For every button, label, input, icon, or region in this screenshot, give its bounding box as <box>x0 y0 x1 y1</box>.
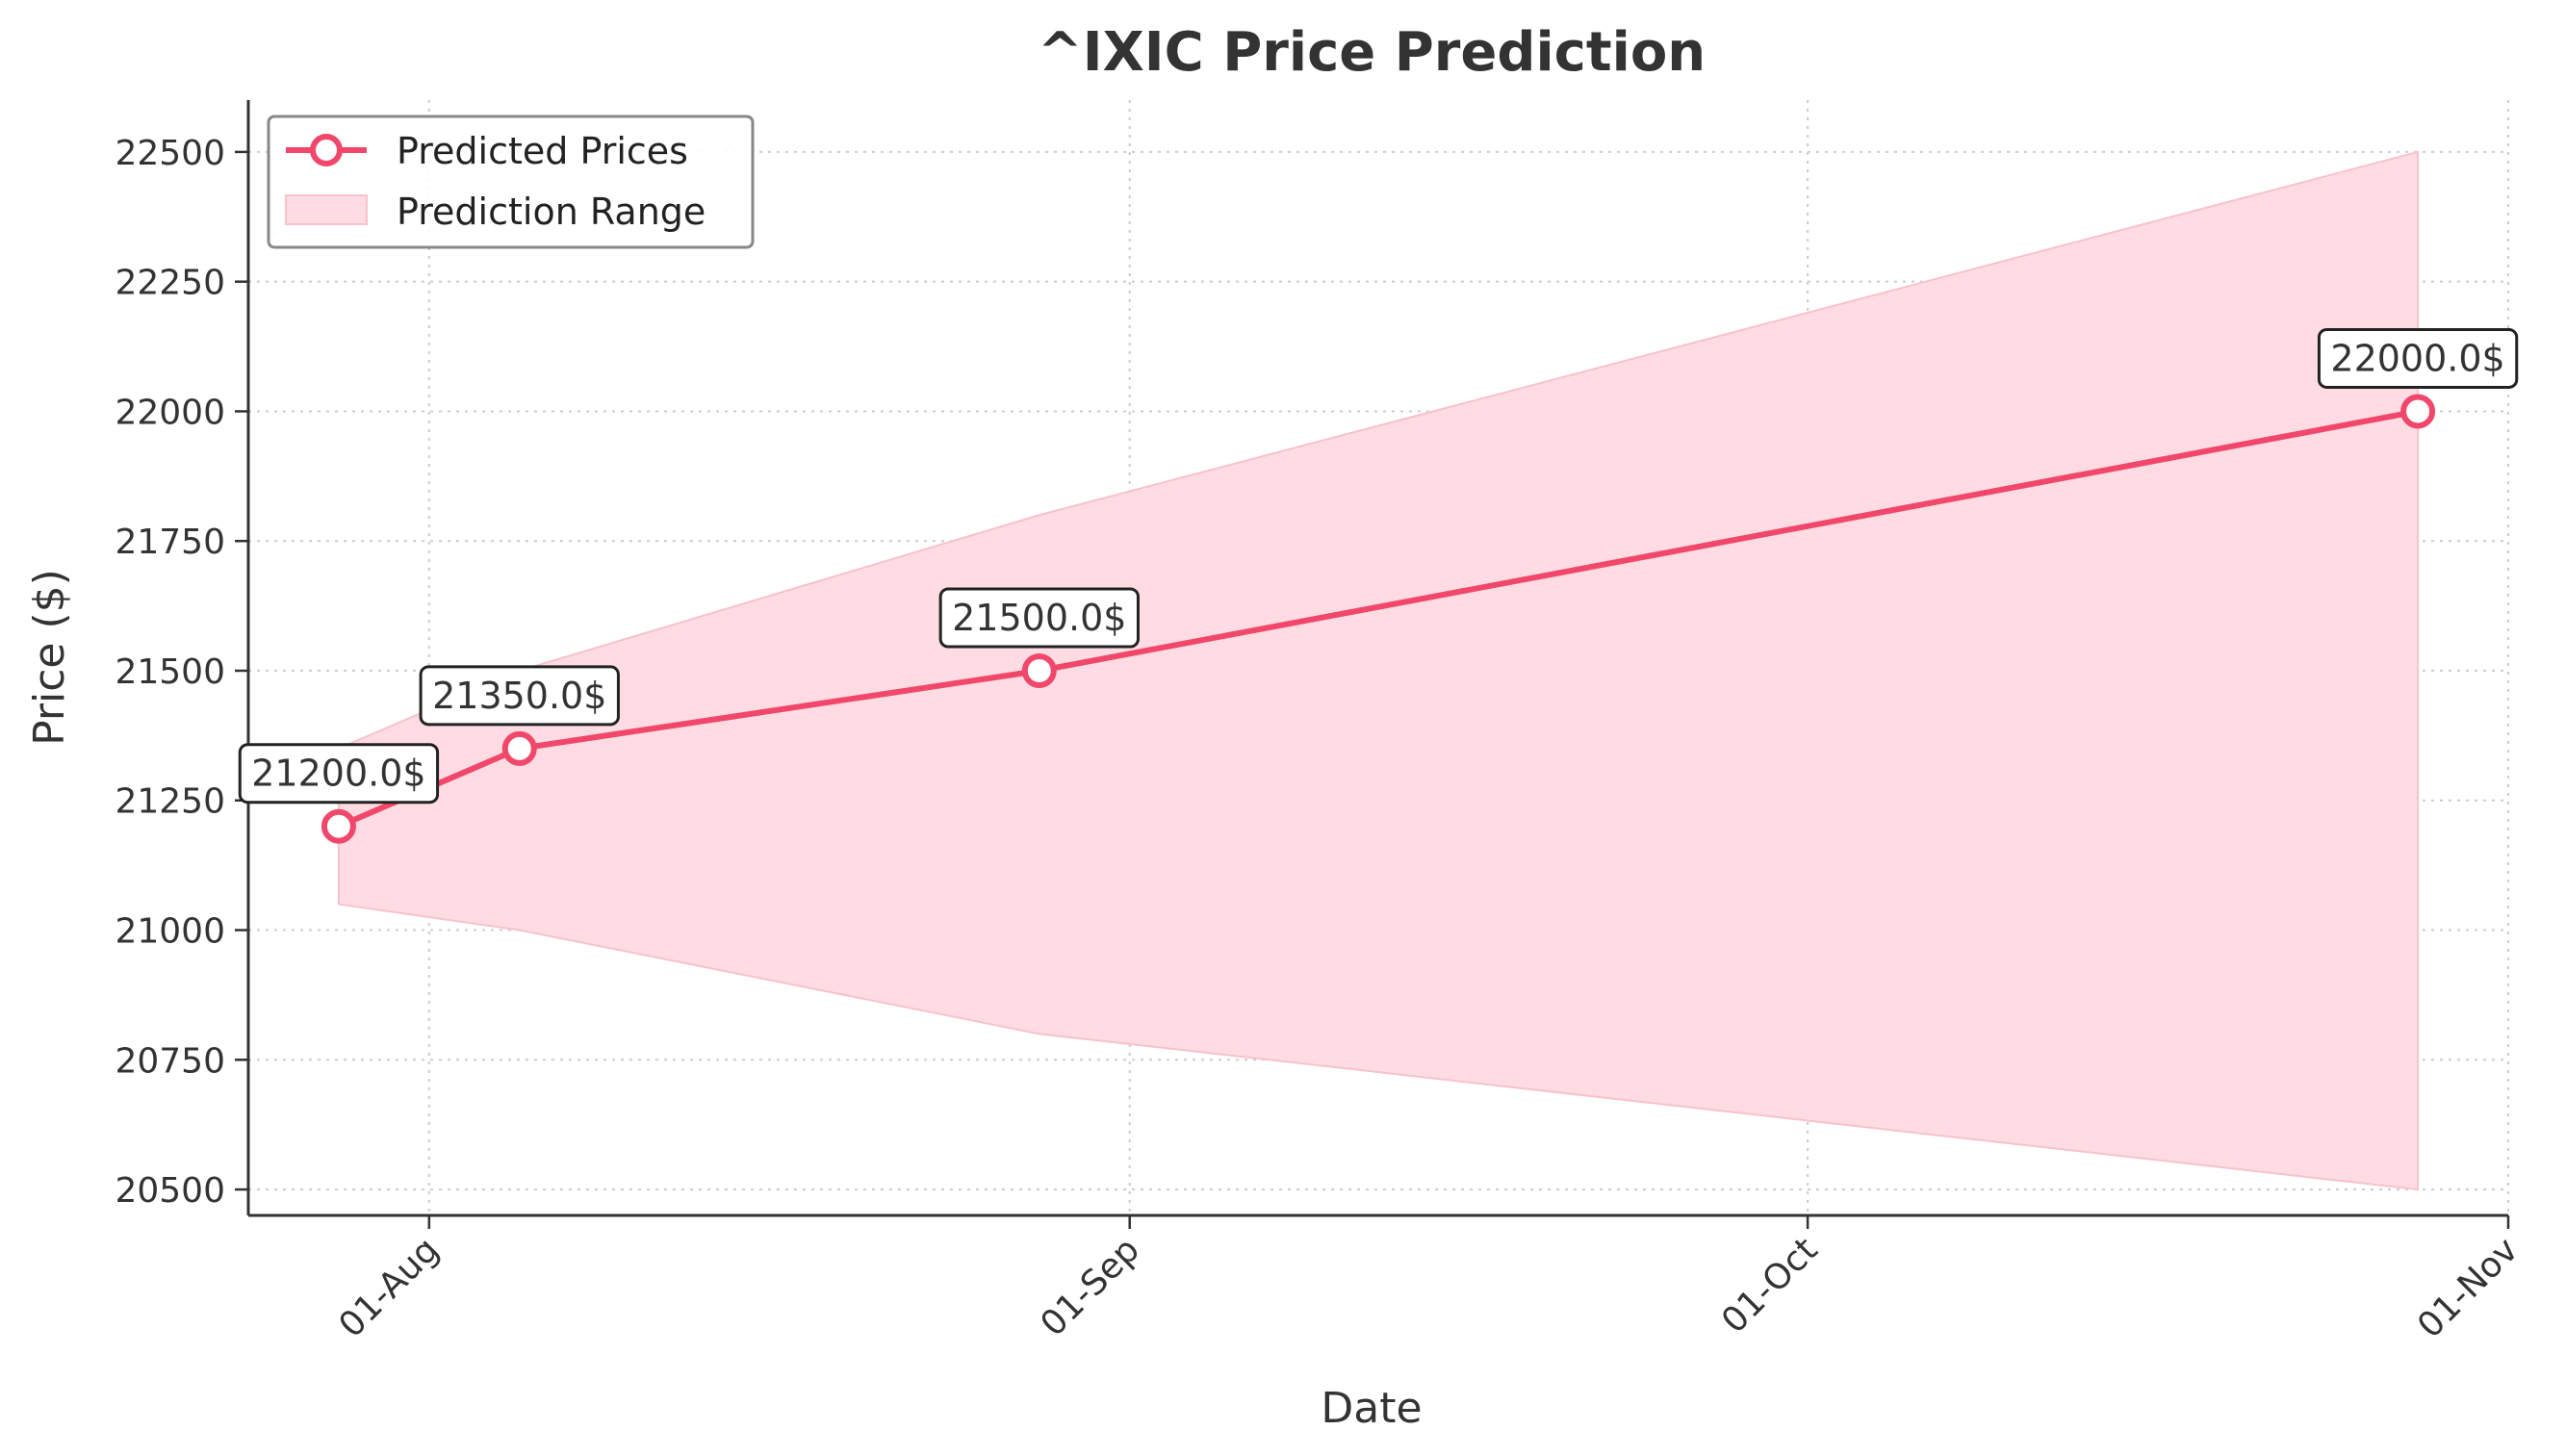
y-tick-label: 21500 <box>115 652 225 692</box>
data-label-group: 21500.0$ <box>938 587 1140 649</box>
legend: Predicted Prices Prediction Range <box>267 115 755 249</box>
y-tick-label: 21000 <box>115 912 225 952</box>
data-label-group: 22000.0$ <box>2317 327 2519 389</box>
data-label: 21500.0$ <box>952 597 1126 639</box>
data-label: 21200.0$ <box>251 753 425 795</box>
data-label-box <box>238 743 440 805</box>
data-label-group: 21350.0$ <box>419 665 620 727</box>
predicted-price-point <box>2400 394 2436 429</box>
y-tick-label: 21250 <box>115 782 225 822</box>
data-label: 21350.0$ <box>432 675 606 717</box>
data-label-box <box>2317 327 2519 389</box>
x-tick-label: 01-Oct <box>1714 1230 1825 1341</box>
y-tick-label: 22000 <box>115 393 225 432</box>
legend-box <box>267 115 755 249</box>
predicted-price-point <box>501 730 537 766</box>
x-axis-title: Date <box>1321 1384 1422 1433</box>
data-label-box <box>419 665 620 727</box>
legend-marker-swatch <box>310 134 343 166</box>
y-tick-label: 22250 <box>115 264 225 303</box>
axes: 20500 20750 21000 21250 21500 21750 22000 22250… <box>115 100 2526 1346</box>
chart-title: ^IXIC Price Prediction <box>1038 21 1706 84</box>
prediction-range-band-layer <box>337 150 2420 1191</box>
x-tick-label: 01-Nov <box>2410 1230 2526 1345</box>
x-tick-label: 01-Sep <box>1034 1230 1148 1344</box>
y-tick-label: 21750 <box>115 523 225 562</box>
y-tick-label: 22500 <box>115 134 225 173</box>
legend-band-swatch <box>285 194 368 225</box>
prediction-range-band <box>337 150 2420 1191</box>
data-label-group: 21200.0$ <box>238 743 440 805</box>
data-label: 22000.0$ <box>2330 337 2504 379</box>
data-labels: 21200.0$21350.0$ 21500.0$ 22000.0$ <box>238 327 2519 805</box>
y-axis-title: Price ($) <box>25 569 74 746</box>
data-label-box <box>938 587 1140 649</box>
predicted-price-point <box>1021 652 1057 688</box>
y-tick-label: 20750 <box>115 1041 225 1081</box>
x-tick-label: 01-Aug <box>331 1230 447 1345</box>
legend-label-predicted-prices: Predicted Prices <box>397 130 688 172</box>
legend-label-prediction-range: Prediction Range <box>397 191 706 233</box>
predicted-price-point <box>321 808 356 844</box>
y-tick-label: 20500 <box>115 1171 225 1211</box>
